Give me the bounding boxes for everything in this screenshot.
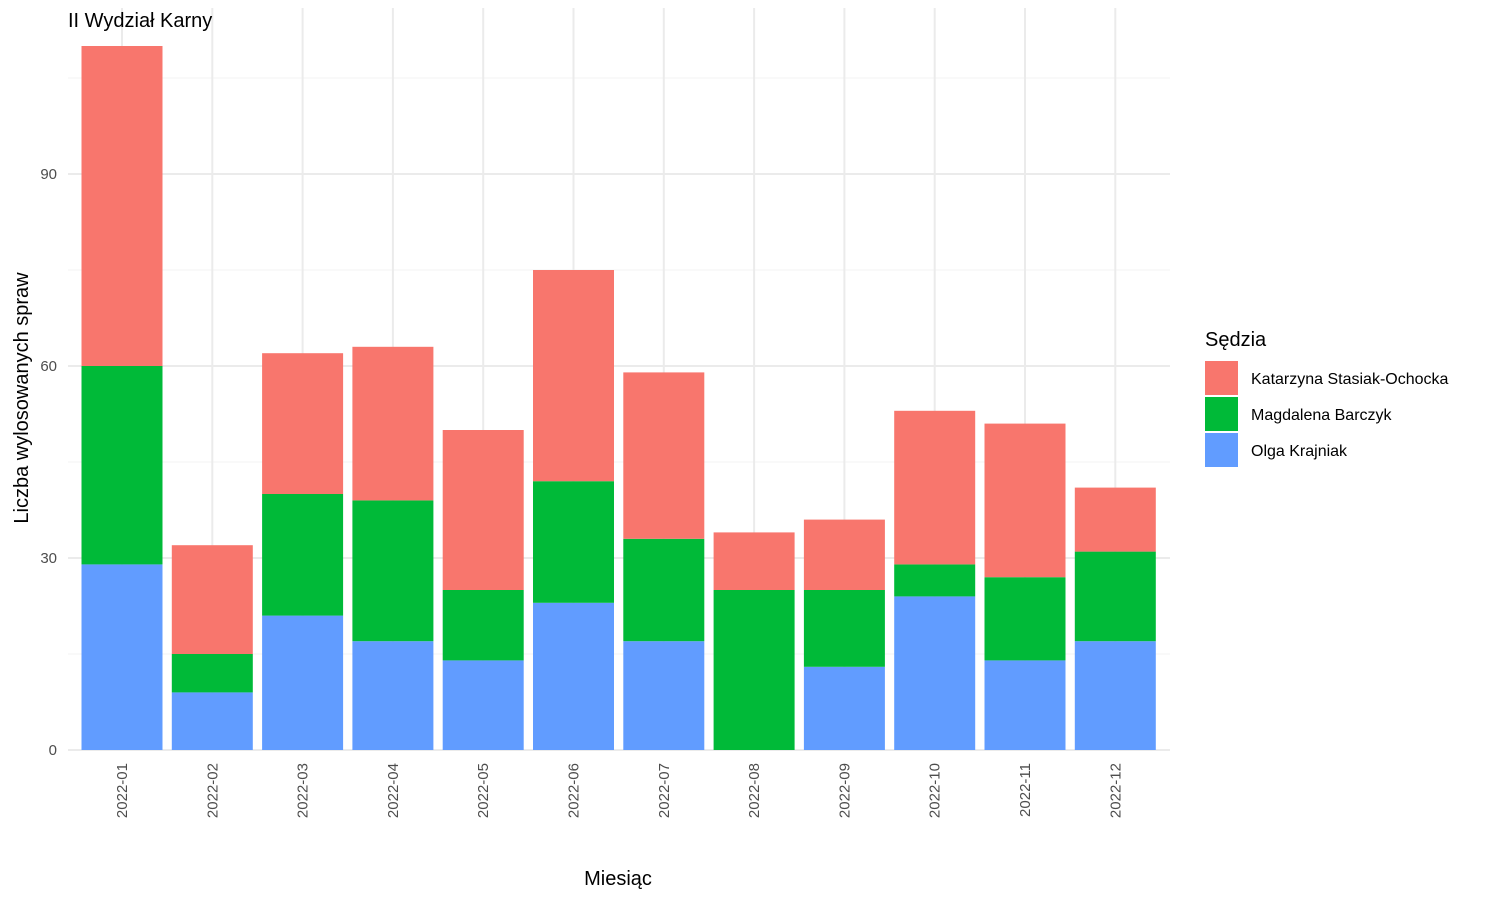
bar-segment	[984, 577, 1066, 661]
bar-segment	[894, 410, 976, 565]
bar-segment	[171, 692, 253, 750]
legend-title: Sędzia	[1205, 329, 1267, 351]
y-axis-title: Liczba wylosowanych spraw	[11, 272, 33, 524]
bar-segment	[803, 666, 885, 750]
bar-segment	[1074, 487, 1156, 552]
bar-segment	[623, 372, 705, 539]
x-tick-label: 2022-12	[1107, 763, 1124, 818]
x-tick-label: 2022-11	[1017, 763, 1034, 817]
x-axis-ticks: 2022-01 2022-02 2022-03 2022-04 2022-05 2022-…	[114, 763, 1124, 818]
bar-segment	[803, 519, 885, 590]
bar-segment	[81, 366, 163, 565]
bar-segment	[442, 660, 524, 750]
x-tick-label: 2022-03	[295, 763, 312, 818]
x-tick-label: 2022-04	[385, 763, 402, 818]
bar-segment	[442, 430, 524, 590]
legend-label: Katarzyna Stasiak-Ochocka	[1251, 371, 1449, 388]
bar-segment	[623, 641, 705, 750]
bar-segment	[533, 481, 614, 603]
bar-segment	[171, 545, 253, 654]
bar-segment	[1074, 551, 1156, 642]
bar-segment	[352, 346, 434, 501]
chart-title: II Wydział Karny	[68, 10, 212, 32]
bar-segment	[713, 590, 795, 750]
bar-segment	[533, 602, 614, 750]
y-tick-label: 60	[40, 358, 57, 375]
bar-segment	[713, 532, 795, 590]
bar-segment	[1074, 641, 1156, 750]
x-tick-label: 2022-07	[656, 763, 673, 818]
x-tick-label: 2022-06	[566, 763, 583, 818]
x-tick-label: 2022-01	[114, 763, 131, 818]
y-tick-label: 0	[49, 742, 57, 759]
bar-segment	[984, 423, 1066, 578]
y-tick-label: 30	[40, 550, 57, 567]
legend-swatch	[1205, 433, 1238, 467]
legend-swatch	[1205, 397, 1238, 431]
x-tick-label: 2022-02	[204, 763, 221, 818]
legend: Sędzia Katarzyna Stasiak-Ochocka Magdalen…	[1205, 329, 1449, 467]
x-tick-label: 2022-09	[836, 763, 853, 818]
bar-segment	[894, 596, 976, 750]
legend-label: Olga Krajniak	[1251, 443, 1348, 460]
bar-segment	[352, 641, 434, 750]
legend-swatch	[1205, 361, 1238, 395]
bar-segment	[533, 270, 614, 482]
x-tick-label: 2022-05	[475, 763, 492, 818]
bars	[81, 46, 1156, 750]
bar-segment	[171, 654, 253, 693]
y-tick-label: 90	[40, 166, 57, 183]
y-axis-ticks: 0 30 60 90	[40, 166, 57, 759]
bar-segment	[81, 46, 163, 366]
legend-label: Magdalena Barczyk	[1251, 407, 1393, 424]
bar-segment	[262, 615, 344, 750]
x-tick-label: 2022-08	[746, 763, 763, 818]
bar-segment	[623, 538, 705, 642]
x-tick-label: 2022-10	[927, 763, 944, 818]
x-axis-title: Miesiąc	[584, 868, 652, 890]
bar-segment	[262, 494, 344, 616]
bar-segment	[352, 500, 434, 642]
bar-segment	[894, 564, 976, 597]
bar-segment	[803, 590, 885, 667]
bar-segment	[442, 590, 524, 661]
bar-segment	[984, 660, 1066, 750]
bar-segment	[81, 564, 163, 750]
bar-segment	[262, 353, 344, 494]
